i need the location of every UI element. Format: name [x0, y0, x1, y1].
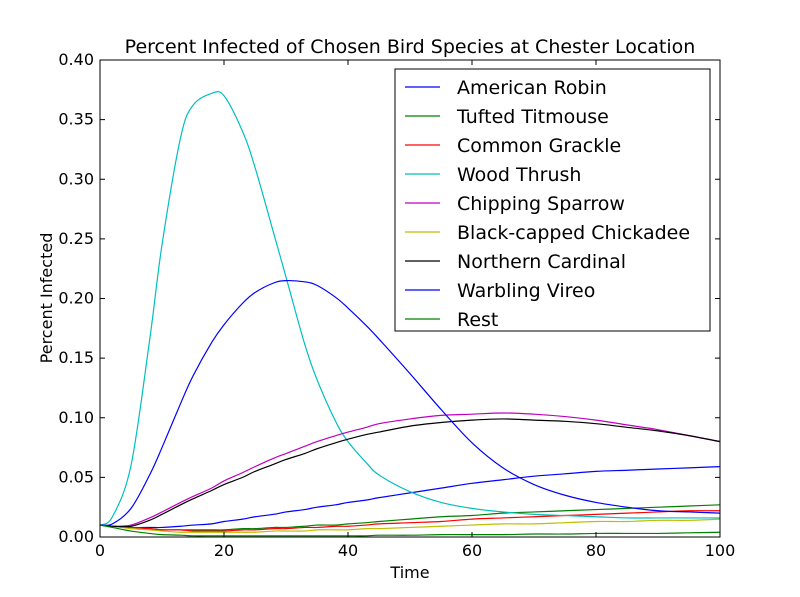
legend-entry: Black-capped Chickadee: [457, 222, 690, 244]
series-line-6: [99, 418, 721, 528]
y-tick-label: 0.05: [58, 467, 94, 486]
legend-entry: Common Grackle: [457, 135, 621, 157]
series-line-3: [99, 91, 720, 526]
series-line-5: [99, 518, 721, 533]
legend-entry: Chipping Sparrow: [457, 193, 625, 215]
y-tick-label: 0.20: [58, 289, 94, 308]
series-line-0: [99, 466, 721, 529]
y-axis-label: Percent Infected: [37, 233, 56, 364]
series-line-4: [99, 412, 721, 527]
x-tick-label: 40: [338, 541, 358, 560]
legend-entry: Tufted Titmouse: [456, 106, 609, 128]
series-line-7: [99, 279, 721, 527]
legend-entry: Warbling Vireo: [457, 280, 595, 302]
y-tick-label: 0.30: [58, 169, 94, 188]
y-tick-label: 0.25: [58, 229, 94, 248]
y-tick-label: 0.15: [58, 348, 94, 367]
x-tick-label: 0: [95, 541, 105, 560]
legend: American Robin Tufted Titmouse Common Grac…: [394, 68, 711, 332]
legend-entry: Wood Thrush: [457, 164, 581, 186]
chart-title: Percent Infected of Chosen Bird Species …: [125, 36, 696, 58]
x-axis-label: Time: [389, 563, 429, 582]
legend-entry: American Robin: [457, 77, 607, 99]
x-tick-label: 100: [705, 541, 736, 560]
y-tick-label: 0.40: [58, 50, 94, 69]
legend-box: [394, 68, 711, 332]
legend-entry: Northern Cardinal: [457, 251, 626, 273]
series-line-8: [99, 524, 721, 537]
x-tick-label: 80: [586, 541, 606, 560]
legend-entry: Rest: [457, 309, 498, 331]
y-tick-label: 0.35: [58, 110, 94, 129]
y-tick-label: 0.10: [58, 408, 94, 427]
x-tick-label: 60: [462, 541, 482, 560]
y-tick-label: 0.00: [58, 527, 94, 546]
x-tick-label: 20: [214, 541, 234, 560]
